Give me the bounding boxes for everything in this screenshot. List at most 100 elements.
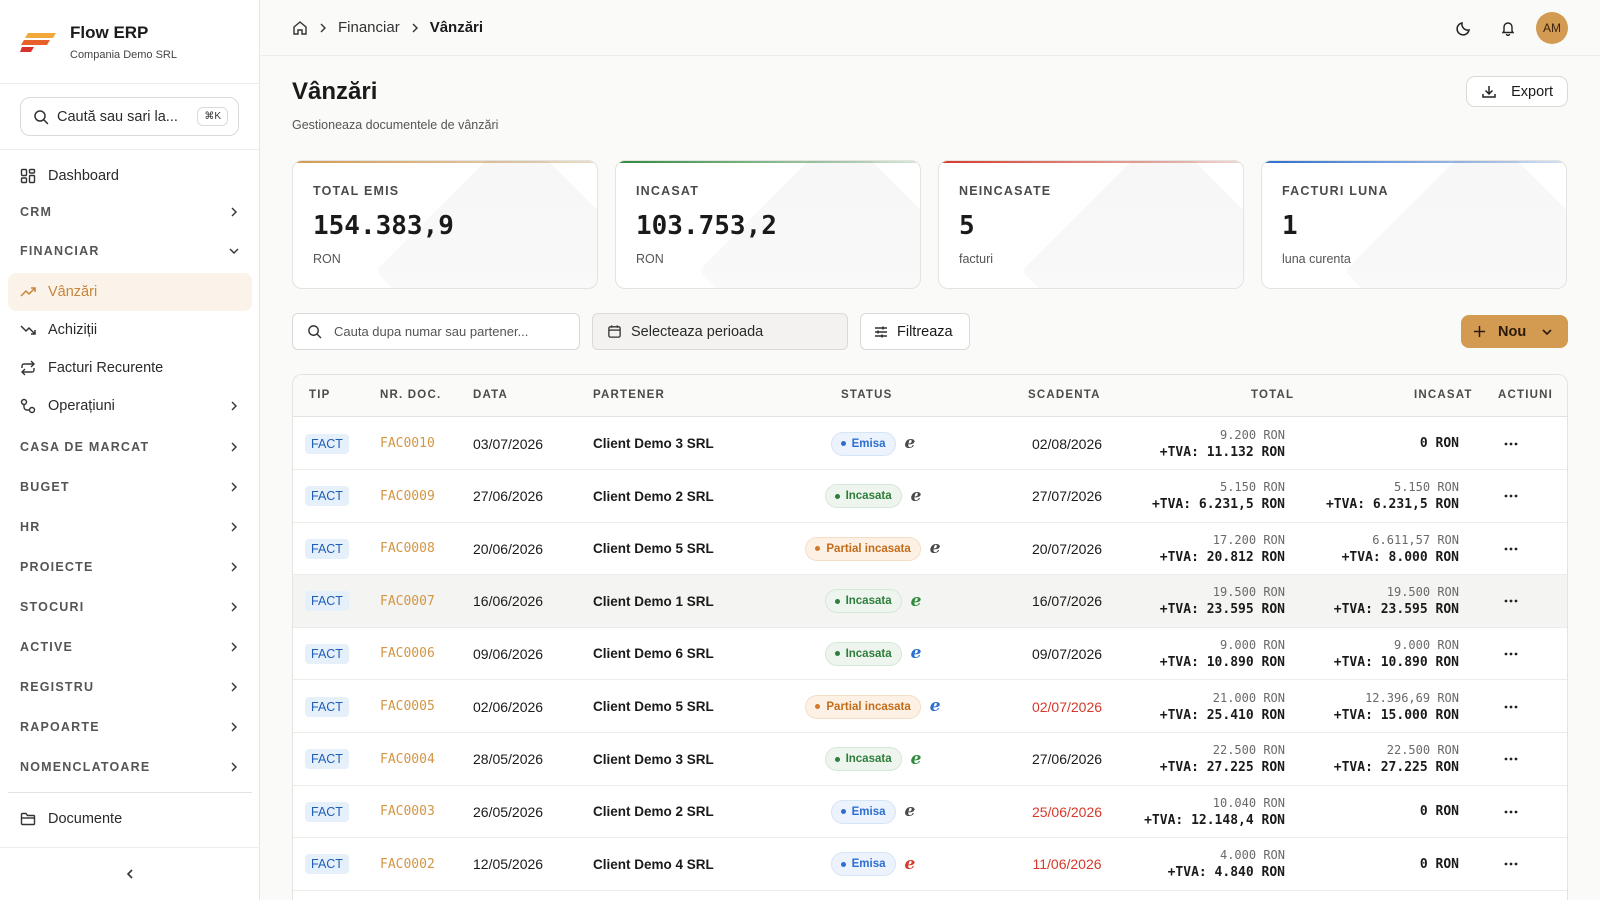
sidebar-section-buget[interactable]: BUGET [20, 477, 240, 497]
efactura-icon[interactable]: e [910, 748, 922, 769]
partner-name[interactable]: Client Demo 1 SRL [593, 593, 714, 609]
column-header[interactable]: SCADENTA [1028, 389, 1101, 401]
partner-name[interactable]: Client Demo 2 SRL [593, 488, 714, 504]
status-label: Partial incasata [826, 542, 911, 555]
more-actions-icon[interactable] [1503, 804, 1519, 820]
chevron-down-icon[interactable] [1541, 326, 1553, 338]
efactura-icon[interactable]: e [904, 853, 916, 874]
doc-number-link[interactable]: FAC0010 [380, 436, 435, 451]
kpi-unit: luna curenta [1282, 252, 1351, 266]
column-header[interactable]: NR. DOC. [380, 389, 442, 401]
sidebar-item-operatiuni[interactable]: Operațiuni [8, 387, 252, 425]
total-with-vat: +TVA: 25.410 RON [1159, 707, 1285, 723]
kpi-accent-bar [939, 161, 1243, 163]
efactura-icon[interactable]: e [904, 433, 916, 453]
sidebar-item-label: Facturi Recurente [48, 360, 164, 376]
kpi-card-total-emis: TOTAL EMIS 154.383,9 RON [292, 160, 598, 289]
partner-name[interactable]: Client Demo 6 SRL [593, 646, 714, 662]
column-header[interactable]: DATA [473, 389, 509, 401]
table-row[interactable]: FACT FAC0008 20/06/2026 Client Demo 5 SRL Pa… [293, 522, 1567, 576]
sidebar-item-achizitii[interactable]: Achiziții [8, 311, 252, 349]
more-actions-icon[interactable] [1503, 488, 1519, 504]
sidebar-item-vanzari[interactable]: Vânzări [8, 273, 252, 311]
efactura-icon[interactable]: e [929, 538, 941, 559]
partner-name[interactable]: Client Demo 5 SRL [593, 541, 714, 557]
sidebar-item-label: Dashboard [48, 168, 119, 184]
sidebar-section-nomenclatoare[interactable]: NOMENCLATOARE [20, 757, 240, 777]
column-header[interactable]: TOTAL [1251, 389, 1295, 401]
breadcrumb-financiar[interactable]: Financiar [338, 19, 400, 36]
doc-number-link[interactable]: FAC0008 [380, 541, 435, 557]
sidebar-section-hr[interactable]: HR [20, 517, 240, 537]
sidebar-section-rapoarte[interactable]: RAPOARTE [20, 717, 240, 737]
avatar[interactable]: AM [1536, 12, 1568, 44]
sidebar-section-financiar[interactable]: FINANCIAR [20, 241, 240, 261]
due-date: 16/07/2026 [1031, 593, 1103, 610]
column-header[interactable]: STATUS [841, 389, 893, 401]
partner-name[interactable]: Client Demo 3 SRL [593, 436, 714, 451]
kpi-accent-bar [616, 161, 920, 163]
sidebar-section-casa-de-marcat[interactable]: CASA DE MARCAT [20, 437, 240, 457]
sidebar-item-label: Documente [48, 811, 123, 827]
more-actions-icon[interactable] [1503, 856, 1519, 872]
table-row[interactable]: FACT FAC0005 02/06/2026 Client Demo 5 SRL Pa… [293, 680, 1567, 733]
column-header[interactable]: TIP [309, 389, 331, 401]
notifications-button[interactable] [1492, 12, 1524, 44]
period-picker[interactable]: Selecteaza perioada [592, 313, 848, 350]
export-button[interactable]: Export [1466, 76, 1568, 107]
chevron-right-icon [231, 682, 237, 692]
table-row[interactable]: FACT FAC0007 16/06/2026 Client Demo 1 SRL In… [293, 574, 1567, 628]
doc-number-link[interactable]: FAC0004 [380, 751, 435, 767]
table-row[interactable]: FACT FAC0009 27/06/2026 Client Demo 2 SRL In… [293, 470, 1567, 523]
table-row[interactable]: FACT FAC0004 28/05/2026 Client Demo 3 SRL In… [293, 733, 1567, 786]
more-actions-icon[interactable] [1503, 593, 1519, 609]
doc-number-link[interactable]: FAC0007 [380, 593, 435, 609]
table-row[interactable]: FACT FAC0002 12/05/2026 Client Demo 4 SRL Em… [293, 838, 1567, 891]
table-row[interactable]: FACT FAC0010 03/07/2026 Client Demo 3 SRL Em… [293, 417, 1567, 470]
efactura-icon[interactable]: e [910, 485, 922, 506]
document-search-input[interactable]: Cauta dupa numar sau partener... [292, 313, 580, 350]
sidebar-item-facturi-recurente[interactable]: Facturi Recurente [8, 349, 252, 387]
sidebar-collapse-button[interactable] [0, 847, 260, 900]
doc-number-link[interactable]: FAC0002 [380, 856, 435, 872]
sidebar-section-stocuri[interactable]: STOCURI [20, 597, 240, 617]
doc-date: 27/06/2026 [473, 488, 544, 505]
efactura-icon[interactable]: e [904, 801, 916, 822]
brand[interactable]: Flow ERP Compania Demo SRL [0, 0, 259, 84]
repeat-icon [20, 360, 36, 376]
sidebar-item-documente[interactable]: Documente [8, 800, 252, 838]
sidebar-section-active[interactable]: ACTIVE [20, 637, 240, 657]
efactura-icon[interactable]: e [910, 643, 922, 664]
partner-name[interactable]: Client Demo 4 SRL [593, 856, 714, 872]
efactura-icon[interactable]: e [929, 696, 941, 716]
status-dot [840, 441, 846, 446]
doc-number-link[interactable]: FAC0003 [380, 804, 435, 820]
column-header[interactable]: PARTENER [593, 389, 666, 401]
home-icon[interactable] [292, 20, 308, 36]
column-header[interactable]: INCASAT [1414, 389, 1473, 401]
sidebar-section-registru[interactable]: REGISTRU [20, 677, 240, 697]
doc-date: 03/07/2026 [473, 435, 544, 452]
theme-toggle-button[interactable] [1448, 12, 1480, 44]
more-actions-icon[interactable] [1503, 436, 1519, 452]
partner-name[interactable]: Client Demo 2 SRL [593, 804, 714, 820]
efactura-icon[interactable]: e [910, 590, 922, 611]
sidebar-search-input[interactable]: Caută sau sari la... ⌘K [20, 97, 239, 136]
table-row[interactable]: FACT FAC0006 09/06/2026 Client Demo 6 SRL In… [293, 627, 1567, 681]
sidebar-item-dashboard[interactable]: Dashboard [8, 157, 252, 195]
more-actions-icon[interactable] [1503, 751, 1519, 767]
partner-name[interactable]: Client Demo 5 SRL [593, 699, 714, 714]
document-search-placeholder: Cauta dupa numar sau partener... [334, 324, 529, 339]
sidebar-section-crm[interactable]: CRM [20, 202, 240, 222]
filter-button[interactable]: Filtreaza [860, 313, 970, 350]
new-document-button[interactable]: Nou [1461, 315, 1568, 348]
table-row[interactable]: FACT FAC0003 26/05/2026 Client Demo 2 SRL Em… [293, 785, 1567, 839]
more-actions-icon[interactable] [1503, 541, 1519, 557]
doc-number-link[interactable]: FAC0009 [380, 488, 435, 504]
partner-name[interactable]: Client Demo 3 SRL [593, 751, 714, 767]
more-actions-icon[interactable] [1503, 699, 1519, 715]
doc-number-link[interactable]: FAC0006 [380, 646, 435, 662]
sidebar-section-proiecte[interactable]: PROIECTE [20, 557, 240, 577]
more-actions-icon[interactable] [1503, 646, 1519, 662]
doc-number-link[interactable]: FAC0005 [380, 699, 435, 714]
